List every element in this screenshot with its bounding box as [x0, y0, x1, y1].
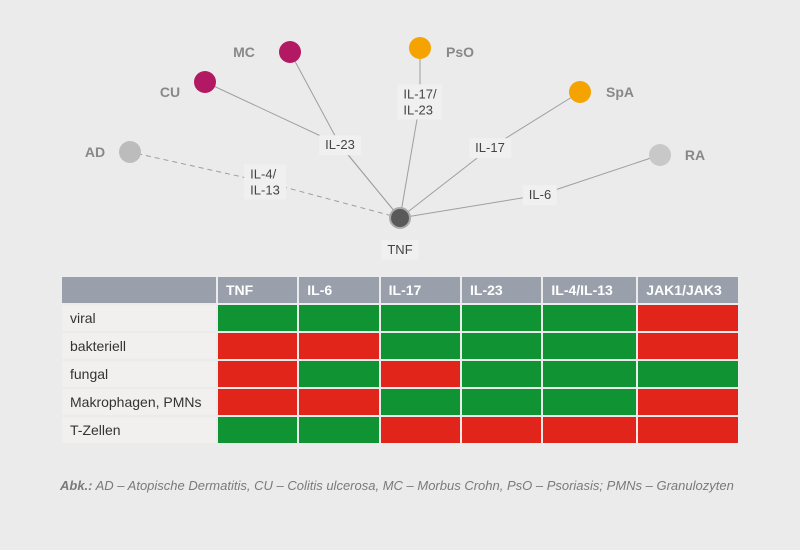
cytokine-label: IL-23: [319, 135, 361, 155]
disease-node: [649, 144, 671, 166]
table-cell: [542, 416, 637, 444]
disease-node: [119, 141, 141, 163]
table-cell: [461, 416, 542, 444]
disease-node: [194, 71, 216, 93]
table-cell: [217, 304, 298, 332]
table-cell: [380, 388, 461, 416]
table-cell: [380, 332, 461, 360]
disease-label: CU: [160, 84, 180, 100]
table-cell: [380, 360, 461, 388]
table-row: T-Zellen: [61, 416, 739, 444]
disease-label: PsO: [446, 44, 474, 60]
table-header-row: TNFIL-6IL-17IL-23IL-4/IL-13JAK1/JAK3: [61, 276, 739, 304]
table-col-header: IL-23: [461, 276, 542, 304]
center-node-label: TNF: [381, 240, 418, 260]
table-row-header: T-Zellen: [61, 416, 217, 444]
table-corner: [61, 276, 217, 304]
disease-node: [409, 37, 431, 59]
table-cell: [217, 360, 298, 388]
table-cell: [542, 360, 637, 388]
disease-node: [279, 41, 301, 63]
table-cell: [298, 360, 379, 388]
abbreviations: Abk.: AD – Atopische Dermatitis, CU – Co…: [60, 478, 740, 493]
table-cell: [298, 304, 379, 332]
edge-layer: [0, 0, 800, 270]
table: TNFIL-6IL-17IL-23IL-4/IL-13JAK1/JAK3 vir…: [60, 275, 740, 445]
cytokine-label: IL-17: [469, 138, 511, 158]
table-col-header: IL-17: [380, 276, 461, 304]
disease-label: MC: [233, 44, 255, 60]
table-col-header: JAK1/JAK3: [637, 276, 739, 304]
table-cell: [542, 304, 637, 332]
table-col-header: TNF: [217, 276, 298, 304]
table-col-header: IL-4/IL-13: [542, 276, 637, 304]
disease-node: [569, 81, 591, 103]
abbrev-prefix: Abk.:: [60, 478, 93, 493]
table-cell: [461, 388, 542, 416]
table-body: viralbakteriellfungalMakrophagen, PMNsT-…: [61, 304, 739, 444]
table-cell: [217, 332, 298, 360]
table-cell: [637, 388, 739, 416]
center-node: [389, 207, 411, 229]
network-diagram: IL-4/ IL-13 IL-23 IL-17/ IL-23 IL-17 IL-6 TNF…: [0, 0, 800, 270]
disease-label: SpA: [606, 84, 634, 100]
table-cell: [298, 332, 379, 360]
disease-label: RA: [685, 147, 705, 163]
table-cell: [298, 388, 379, 416]
cytokine-label: IL-4/ IL-13: [244, 164, 286, 199]
table-cell: [542, 332, 637, 360]
table-row: viral: [61, 304, 739, 332]
table-cell: [217, 416, 298, 444]
table-cell: [461, 332, 542, 360]
table-row-header: fungal: [61, 360, 217, 388]
table-cell: [298, 416, 379, 444]
table-cell: [217, 388, 298, 416]
table-cell: [461, 304, 542, 332]
table-row-header: bakteriell: [61, 332, 217, 360]
table-col-header: IL-6: [298, 276, 379, 304]
table-row: fungal: [61, 360, 739, 388]
table-row: Makrophagen, PMNs: [61, 388, 739, 416]
cytokine-label: IL-6: [523, 185, 557, 205]
table-row: bakteriell: [61, 332, 739, 360]
abbrev-text: AD – Atopische Dermatitis, CU – Colitis …: [93, 478, 734, 493]
table-cell: [637, 304, 739, 332]
cytokine-label: IL-17/ IL-23: [397, 84, 442, 119]
cytokine-table: TNFIL-6IL-17IL-23IL-4/IL-13JAK1/JAK3 vir…: [60, 275, 740, 445]
table-cell: [637, 360, 739, 388]
table-row-header: Makrophagen, PMNs: [61, 388, 217, 416]
table-cell: [637, 416, 739, 444]
table-row-header: viral: [61, 304, 217, 332]
disease-label: AD: [85, 144, 105, 160]
table-cell: [542, 388, 637, 416]
table-cell: [637, 332, 739, 360]
table-cell: [461, 360, 542, 388]
table-cell: [380, 416, 461, 444]
table-cell: [380, 304, 461, 332]
